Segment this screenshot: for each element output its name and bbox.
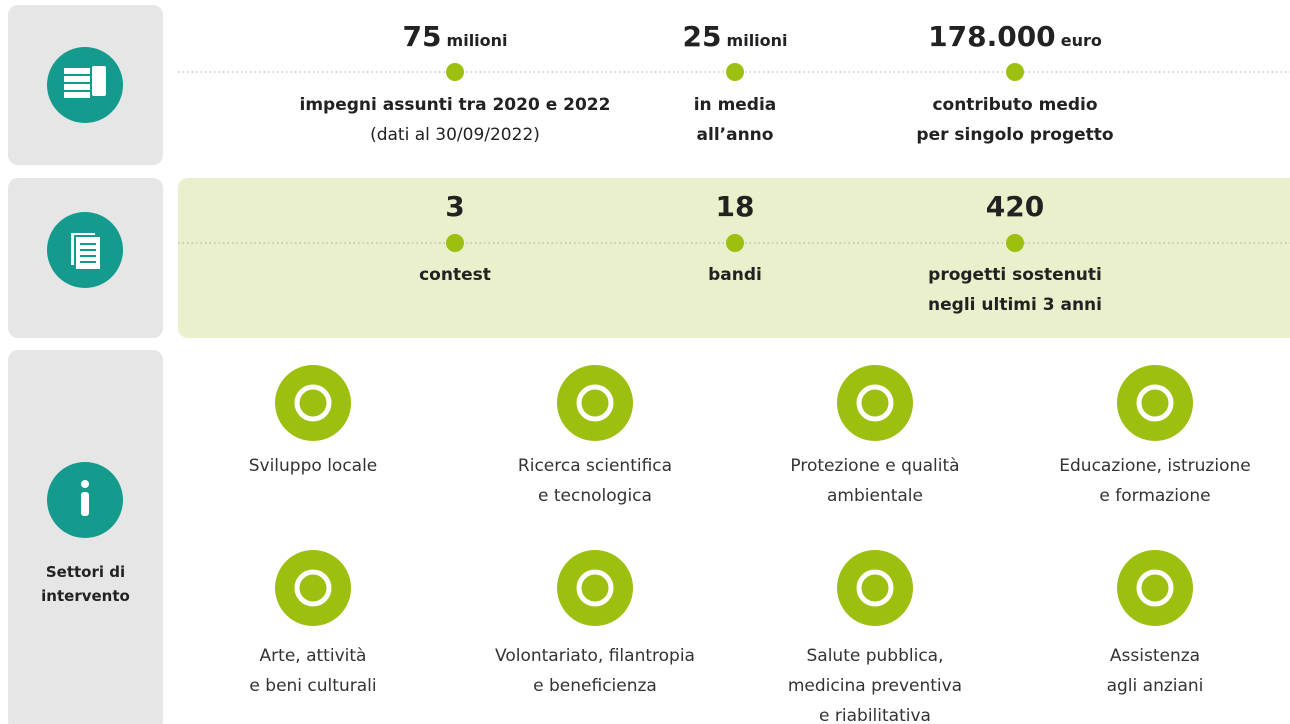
sectors-title: Settori di intervento xyxy=(8,560,163,608)
stat-value: 3 xyxy=(255,190,655,223)
sector-icon xyxy=(1117,550,1193,626)
label-line: e formazione xyxy=(1099,486,1211,506)
label-line: per singolo progetto xyxy=(916,125,1114,145)
dots xyxy=(446,63,1024,252)
stat-number: 25 xyxy=(682,20,722,53)
info-icon xyxy=(47,462,123,538)
sector-label: Sviluppo locale xyxy=(113,451,513,481)
stat-label: in media all’anno xyxy=(535,90,935,150)
label-line: medicina preventiva xyxy=(787,676,963,696)
document-icon xyxy=(47,212,123,288)
label-line: ambientale xyxy=(827,486,923,506)
label-line: e tecnologica xyxy=(538,486,652,506)
stat-number: 75 xyxy=(402,20,442,53)
label-line: e beni culturali xyxy=(249,676,377,696)
sector-label: Ricerca scientifica e tecnologica xyxy=(395,451,795,511)
stat-unit: euro xyxy=(1060,31,1102,50)
stat-value: 420 xyxy=(815,190,1215,223)
sector-label: Arte, attività e beni culturali xyxy=(113,641,513,701)
label-line: bandi xyxy=(708,265,762,285)
sector-icon xyxy=(557,365,633,441)
money-icon xyxy=(47,47,123,123)
title-line: Settori di xyxy=(45,563,126,581)
sector-label: Educazione, istruzione e formazione xyxy=(955,451,1290,511)
sector-label: Protezione e qualità ambientale xyxy=(675,451,1075,511)
stat-label: contest xyxy=(255,260,655,290)
stat-value: 178.000 euro xyxy=(815,20,1215,53)
stat-label: progetti sostenuti negli ultimi 3 anni xyxy=(815,260,1215,320)
label-line: progetti sostenuti xyxy=(928,265,1102,285)
label-line: Ricerca scientifica xyxy=(517,456,673,476)
stat-value: 18 xyxy=(535,190,935,223)
label-line: Salute pubblica, xyxy=(806,646,944,666)
label-line: all’anno xyxy=(696,125,774,145)
label-line: negli ultimi 3 anni xyxy=(928,295,1102,315)
sector-icon xyxy=(557,550,633,626)
stat-value: 75 milioni xyxy=(255,20,655,53)
label-line: Sviluppo locale xyxy=(248,456,378,476)
label-line: contest xyxy=(419,265,491,285)
stat-label: impegni assunti tra 2020 e 2022 (dati al … xyxy=(255,90,655,150)
title-line: intervento xyxy=(41,587,130,605)
stat-number: 18 xyxy=(715,190,755,223)
label-line: Volontariato, filantropia xyxy=(495,646,695,666)
label-line: e riabilitativa xyxy=(819,706,931,724)
stat-number: 178.000 xyxy=(928,20,1056,53)
stat-number: 420 xyxy=(985,190,1045,223)
label-line: Educazione, istruzione xyxy=(1059,456,1251,476)
label-line: Arte, attività xyxy=(259,646,367,666)
label-line: impegni assunti tra 2020 e 2022 xyxy=(299,95,611,115)
label-line: Assistenza xyxy=(1109,646,1201,666)
sector-icon xyxy=(837,550,913,626)
stat-unit: milioni xyxy=(446,31,508,50)
label-line: in media xyxy=(693,95,777,115)
sector-icon xyxy=(275,550,351,626)
label-line: agli anziani xyxy=(1106,676,1204,696)
label-note: (dati al 30/09/2022) xyxy=(370,125,540,145)
highlight-band xyxy=(178,178,1290,338)
label-line: Protezione e qualità xyxy=(790,456,960,476)
sector-label: Salute pubblica, medicina preventiva e ria… xyxy=(675,641,1075,724)
sector-icon xyxy=(837,365,913,441)
label-line: contributo medio xyxy=(932,95,1098,115)
stat-number: 3 xyxy=(445,190,465,223)
label-line: e beneficienza xyxy=(533,676,657,696)
sector-label: Volontariato, filantropia e beneficienza xyxy=(395,641,795,701)
stat-value: 25 milioni xyxy=(535,20,935,53)
stat-label: contributo medio per singolo progetto xyxy=(815,90,1215,150)
sector-icon xyxy=(1117,365,1193,441)
stat-unit: milioni xyxy=(726,31,788,50)
stat-label: bandi xyxy=(535,260,935,290)
sector-label: Assistenza agli anziani xyxy=(955,641,1290,701)
sector-icon xyxy=(275,365,351,441)
